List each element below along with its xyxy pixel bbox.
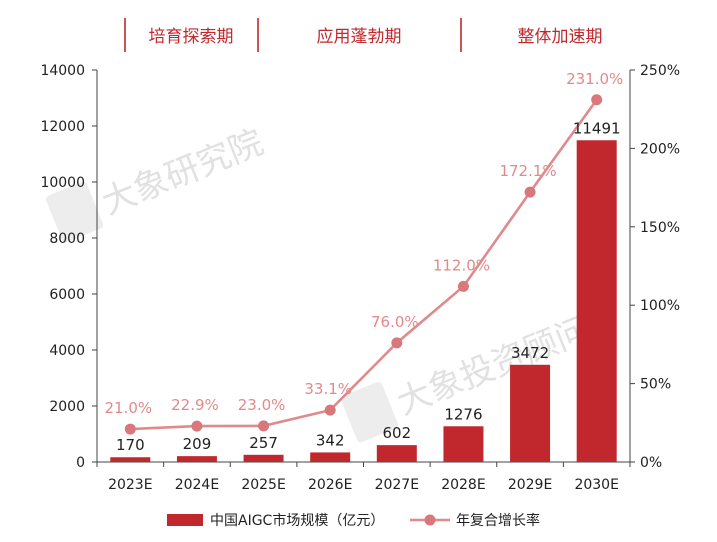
- bar-label-2024E: 209: [183, 435, 212, 453]
- bar-label-2026E: 342: [316, 431, 345, 449]
- x-tick-label: 2023E: [108, 477, 152, 493]
- growth-line: [130, 99, 598, 431]
- phase-label-1: 培育探索期: [149, 27, 234, 47]
- bar-label-2027E: 602: [382, 424, 411, 442]
- growth-point-2029E: [524, 186, 536, 198]
- x-tick-label: 2030E: [574, 477, 618, 493]
- axes: 0 2000 4000 6000 8000 10000 12000 14000 0% 50% 100…: [40, 63, 680, 493]
- growth-label-2030E: 231.0%: [566, 70, 623, 88]
- watermark-logo-1: [45, 181, 104, 243]
- growth-label-2023E: 21.0%: [104, 399, 152, 417]
- y-left-tick-label: 14000: [40, 63, 85, 79]
- bar-label-2023E: 170: [116, 436, 145, 454]
- growth-point-2030E: [591, 94, 603, 106]
- legend-bar-swatch: [167, 514, 203, 526]
- y-left-tick-label: 2000: [49, 399, 85, 415]
- growth-label-2027E: 76.0%: [371, 313, 419, 331]
- bar-2024E: [176, 456, 217, 462]
- bar-label-2029E: 3472: [511, 344, 549, 362]
- y-right-tick-label: 100%: [640, 298, 680, 314]
- growth-point-2028E: [457, 280, 469, 292]
- bar-2029E: [510, 364, 551, 462]
- x-tick-label: 2029E: [508, 477, 552, 493]
- growth-point-2023E: [124, 423, 136, 435]
- phase-header: 培育探索期 应用蓬勃期 整体加速期: [124, 18, 603, 52]
- y-left-tick-label: 10000: [40, 175, 85, 191]
- bar-2023E: [110, 457, 151, 462]
- y-left-tick-label: 4000: [49, 343, 85, 359]
- bar-label-2025E: 257: [249, 434, 278, 452]
- y-right-tick-label: 250%: [640, 63, 680, 79]
- x-tick-label: 2026E: [308, 477, 352, 493]
- y-left-tick-label: 12000: [40, 119, 85, 135]
- growth-label-2024E: 22.9%: [171, 396, 219, 414]
- bar-series: [110, 140, 617, 462]
- y-right-tick-label: 200%: [640, 141, 680, 157]
- bar-2028E: [443, 426, 484, 462]
- y-left-tick-label: 0: [76, 455, 85, 471]
- growth-point-2024E: [191, 420, 203, 432]
- y-right-tick-label: 0%: [640, 455, 662, 471]
- bar-2030E: [576, 140, 617, 462]
- growth-point-2027E: [391, 337, 403, 349]
- legend: 中国AIGC市场规模（亿元） 年复合增长率: [167, 512, 540, 529]
- watermark-logo-2: [340, 381, 399, 443]
- y-left-tick-label: 8000: [49, 231, 85, 247]
- bar-label-2028E: 1276: [444, 405, 482, 423]
- watermark-text-1: 大象研究院: [96, 122, 269, 223]
- growth-label-2029E: 172.1%: [499, 162, 556, 180]
- x-tick-label: 2028E: [441, 477, 485, 493]
- x-tick-label: 2024E: [175, 477, 219, 493]
- watermark-text-2: 大象投资顾问: [391, 310, 595, 424]
- legend-line-label: 年复合增长率: [456, 512, 540, 529]
- legend-bar-label: 中国AIGC市场规模（亿元）: [210, 512, 384, 529]
- bar-2027E: [376, 445, 417, 462]
- bar-2025E: [243, 454, 284, 462]
- y-right-tick-label: 50%: [640, 377, 671, 393]
- line-series: [124, 94, 603, 435]
- growth-point-2026E: [324, 404, 336, 416]
- legend-line-marker: [424, 514, 436, 526]
- bar-2026E: [310, 452, 351, 462]
- bar-label-2030E: 11491: [573, 119, 621, 137]
- y-left-tick-label: 6000: [49, 287, 85, 303]
- phase-label-3: 整体加速期: [518, 27, 603, 47]
- x-tick-label: 2025E: [241, 477, 285, 493]
- growth-label-2025E: 23.0%: [238, 396, 286, 414]
- y-right-tick-label: 150%: [640, 220, 680, 236]
- growth-point-2025E: [258, 420, 270, 432]
- x-tick-label: 2027E: [375, 477, 419, 493]
- data-labels: 170 209 257 342 602 1276 3472 11491 21.0% 22.9% 23…: [104, 70, 623, 454]
- growth-label-2026E: 33.1%: [304, 380, 352, 398]
- phase-label-2: 应用蓬勃期: [317, 27, 402, 47]
- growth-label-2028E: 112.0%: [433, 256, 490, 274]
